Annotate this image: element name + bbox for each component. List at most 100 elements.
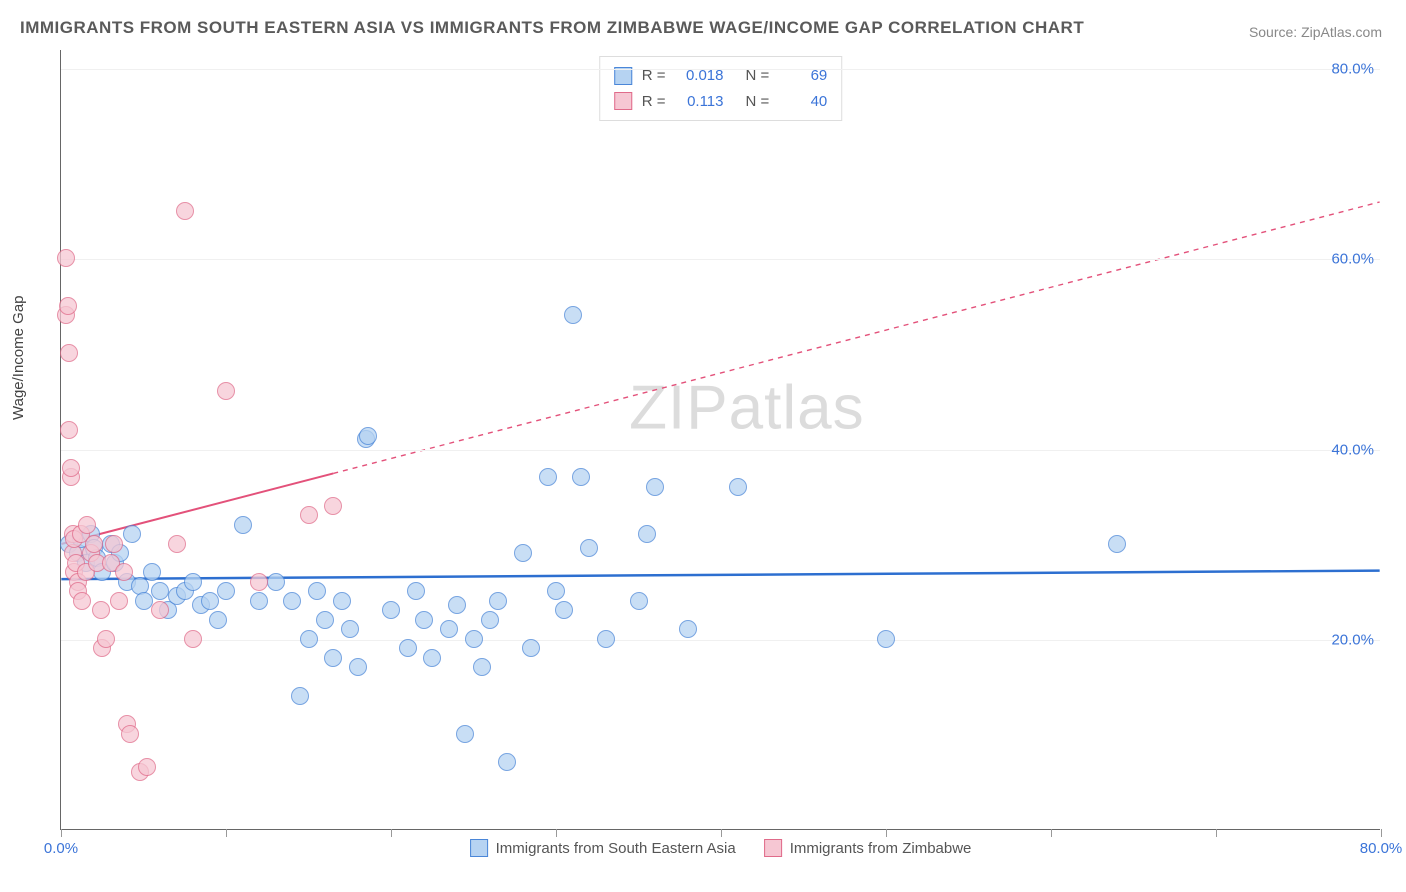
- data-point: [440, 620, 458, 638]
- data-point: [630, 592, 648, 610]
- chart-title: IMMIGRANTS FROM SOUTH EASTERN ASIA VS IM…: [20, 18, 1084, 38]
- data-point: [679, 620, 697, 638]
- data-point: [465, 630, 483, 648]
- data-point: [448, 596, 466, 614]
- data-point: [151, 582, 169, 600]
- data-point: [59, 297, 77, 315]
- y-tick-label: 40.0%: [1331, 441, 1374, 458]
- data-point: [115, 563, 133, 581]
- data-point: [729, 478, 747, 496]
- data-point: [184, 573, 202, 591]
- data-point: [359, 427, 377, 445]
- x-tick-label: 0.0%: [44, 840, 78, 857]
- legend-r-label: R =: [642, 63, 666, 89]
- data-point: [1108, 535, 1126, 553]
- data-point: [423, 649, 441, 667]
- top-legend: R = 0.018 N = 69 R = 0.113 N = 40: [599, 56, 843, 121]
- legend-swatch: [764, 839, 782, 857]
- data-point: [92, 601, 110, 619]
- legend-n-label: N =: [746, 89, 770, 115]
- x-tick: [886, 829, 887, 837]
- legend-r-value: 0.113: [676, 89, 724, 115]
- data-point: [514, 544, 532, 562]
- trend-line-dashed: [333, 202, 1379, 473]
- x-tick: [391, 829, 392, 837]
- data-point: [646, 478, 664, 496]
- data-point: [498, 753, 516, 771]
- data-point: [555, 601, 573, 619]
- legend-n-value: 69: [779, 63, 827, 89]
- data-point: [209, 611, 227, 629]
- trend-line-solid: [61, 473, 333, 544]
- data-point: [877, 630, 895, 648]
- data-point: [572, 468, 590, 486]
- legend-r-value: 0.018: [676, 63, 724, 89]
- data-point: [73, 592, 91, 610]
- watermark: ZIPatlas: [629, 373, 864, 444]
- data-point: [638, 525, 656, 543]
- data-point: [151, 601, 169, 619]
- data-point: [283, 592, 301, 610]
- data-point: [138, 758, 156, 776]
- data-point: [399, 639, 417, 657]
- data-point: [234, 516, 252, 534]
- data-point: [135, 592, 153, 610]
- legend-swatch: [470, 839, 488, 857]
- data-point: [121, 725, 139, 743]
- data-point: [324, 497, 342, 515]
- legend-n-label: N =: [746, 63, 770, 89]
- data-point: [349, 658, 367, 676]
- data-point: [291, 687, 309, 705]
- data-point: [300, 506, 318, 524]
- data-point: [456, 725, 474, 743]
- data-point: [105, 535, 123, 553]
- source-label: Source: ZipAtlas.com: [1249, 24, 1382, 40]
- legend-row: R = 0.018 N = 69: [614, 63, 828, 89]
- y-axis-label: Wage/Income Gap: [10, 295, 27, 420]
- x-tick: [556, 829, 557, 837]
- data-point: [85, 535, 103, 553]
- data-point: [300, 630, 318, 648]
- data-point: [217, 382, 235, 400]
- x-tick: [1216, 829, 1217, 837]
- data-point: [481, 611, 499, 629]
- data-point: [60, 344, 78, 362]
- data-point: [333, 592, 351, 610]
- data-point: [184, 630, 202, 648]
- gridline: [61, 69, 1380, 70]
- legend-r-label: R =: [642, 89, 666, 115]
- data-point: [522, 639, 540, 657]
- data-point: [382, 601, 400, 619]
- gridline: [61, 640, 1380, 641]
- series-label: Immigrants from Zimbabwe: [790, 840, 972, 857]
- data-point: [250, 573, 268, 591]
- data-point: [308, 582, 326, 600]
- data-point: [110, 592, 128, 610]
- data-point: [60, 421, 78, 439]
- bottom-legend: Immigrants from South Eastern Asia Immigr…: [470, 839, 972, 857]
- scatter-plot: ZIPatlas R =0.018N =69R =0.113N =40 Immi…: [60, 50, 1380, 830]
- gridline: [61, 450, 1380, 451]
- bottom-legend-item: Immigrants from Zimbabwe: [764, 839, 972, 857]
- data-point: [539, 468, 557, 486]
- data-point: [57, 249, 75, 267]
- x-tick: [1381, 829, 1382, 837]
- data-point: [250, 592, 268, 610]
- x-tick: [226, 829, 227, 837]
- data-point: [547, 582, 565, 600]
- data-point: [217, 582, 235, 600]
- data-point: [415, 611, 433, 629]
- data-point: [341, 620, 359, 638]
- x-tick-label: 80.0%: [1360, 840, 1403, 857]
- y-tick-label: 60.0%: [1331, 251, 1374, 268]
- y-tick-label: 80.0%: [1331, 61, 1374, 78]
- x-tick: [721, 829, 722, 837]
- legend-n-value: 40: [779, 89, 827, 115]
- series-label: Immigrants from South Eastern Asia: [496, 840, 736, 857]
- data-point: [62, 459, 80, 477]
- y-tick-label: 20.0%: [1331, 631, 1374, 648]
- data-point: [168, 535, 186, 553]
- data-point: [489, 592, 507, 610]
- data-point: [473, 658, 491, 676]
- legend-swatch: [614, 92, 632, 110]
